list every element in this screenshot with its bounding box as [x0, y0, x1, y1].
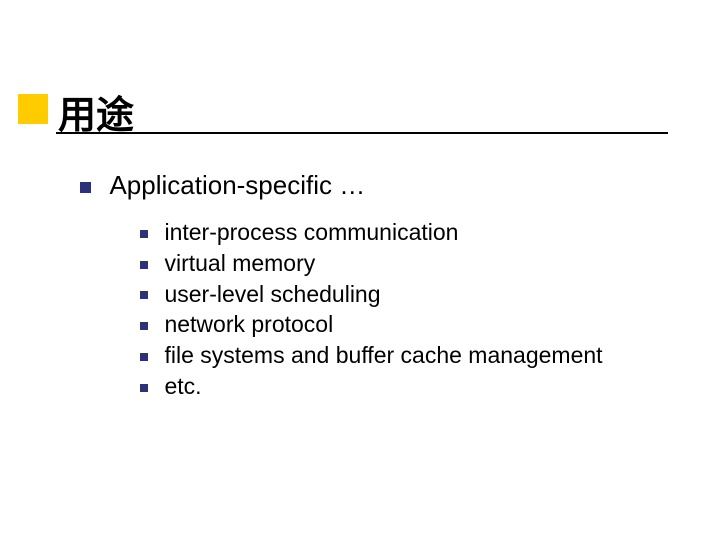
level2-text: file systems and buffer cache management	[164, 342, 602, 368]
list-item: network protocol	[140, 310, 603, 339]
list-item: inter-process communication	[140, 218, 603, 247]
level2-text: user-level scheduling	[164, 281, 380, 307]
title-underline	[56, 132, 668, 134]
square-bullet-icon	[140, 353, 148, 361]
list-item: user-level scheduling	[140, 280, 603, 309]
list-item: etc.	[140, 372, 603, 401]
level2-list: inter-process communication virtual memo…	[140, 218, 603, 403]
level2-text: network protocol	[164, 311, 333, 337]
level1-text: Application-specific …	[109, 170, 365, 200]
level2-text: inter-process communication	[164, 219, 458, 245]
square-bullet-icon	[140, 291, 148, 299]
list-item: file systems and buffer cache management	[140, 341, 603, 370]
level2-text: virtual memory	[164, 250, 315, 276]
square-bullet-icon	[140, 230, 148, 238]
square-bullet-icon	[140, 384, 148, 392]
square-bullet-icon	[140, 322, 148, 330]
level2-text: etc.	[164, 373, 201, 399]
square-bullet-icon	[80, 182, 91, 193]
accent-square	[18, 94, 48, 124]
list-item: virtual memory	[140, 249, 603, 278]
slide: 用途 Application-specific … inter-process …	[0, 0, 720, 540]
slide-title: 用途	[58, 84, 134, 139]
square-bullet-icon	[140, 261, 148, 269]
level1-item: Application-specific …	[80, 170, 365, 201]
